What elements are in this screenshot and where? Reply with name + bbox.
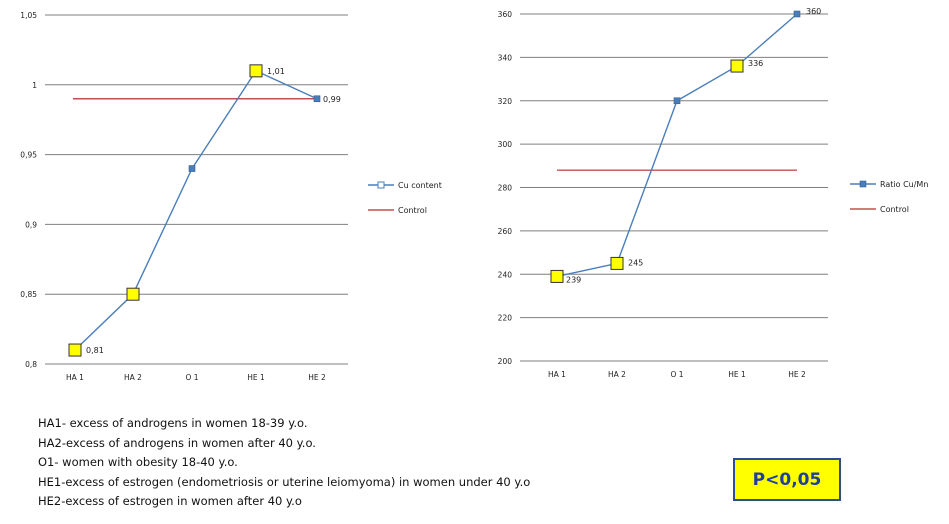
y-tick-label: 0,9: [25, 220, 37, 229]
x-tick-label: O 1: [185, 373, 198, 382]
data-point: [550, 269, 564, 283]
data-label: 360: [806, 7, 821, 16]
data-point: [126, 287, 140, 301]
footnote-he2: HE2-excess of estrogen in women after 40…: [38, 494, 302, 509]
series-line: [556, 13, 798, 278]
legend-label-series: Ratio Cu/Mn: [880, 180, 928, 189]
legend-marker: [859, 180, 867, 188]
legend-label-control: Control: [398, 206, 427, 215]
p-value-text: P<0,05: [752, 469, 822, 490]
y-tick-label: 1: [32, 81, 37, 90]
y-tick-label: 280: [498, 184, 513, 193]
legend-marker: [377, 181, 385, 189]
legend-label-control: Control: [880, 205, 909, 214]
data-label: 1,01: [267, 67, 285, 76]
data-point: [793, 10, 801, 18]
data-point: [610, 256, 624, 270]
data-label: 336: [748, 59, 763, 68]
data-point: [673, 97, 681, 105]
y-tick-label: 320: [498, 97, 513, 106]
footnote-ha1: HA1- excess of androgens in women 18-39 …: [38, 416, 308, 430]
y-tick-label: 0,95: [20, 151, 37, 160]
data-label: 0,81: [86, 346, 104, 355]
data-point: [188, 165, 196, 172]
footnote-o1: O1- women with obesity 18-40 y.o.: [38, 455, 238, 470]
data-point: [730, 59, 744, 73]
x-tick-label: HA 1: [66, 373, 84, 382]
y-tick-label: 240: [498, 270, 513, 279]
legend-label-series: Cu content: [398, 181, 442, 190]
x-tick-label: HE 1: [247, 373, 265, 382]
data-point: [313, 95, 321, 103]
y-tick-label: 300: [498, 140, 513, 149]
y-tick-label: 0,8: [25, 360, 37, 369]
y-tick-label: 1,05: [20, 11, 37, 20]
chart-cu-content: 0,8 0,85 0,9 0,95 1 1,05 HA 1 HA 2 O 1 HE 1 HE 2 0,…: [20, 11, 442, 382]
data-label: 239: [566, 275, 581, 284]
footnote-ha2: HA2-excess of androgens in women after 4…: [38, 435, 316, 450]
data-point: [249, 64, 263, 78]
series-line: [74, 69, 318, 351]
y-tick-label: 200: [498, 357, 513, 366]
x-tick-label: O 1: [670, 370, 683, 379]
data-point: [68, 343, 82, 357]
y-tick-label: 340: [498, 53, 513, 62]
x-tick-label: HA 2: [608, 370, 626, 379]
footnotes: HA1- excess of androgens in women 18-39 …: [38, 414, 530, 512]
data-label: 245: [628, 258, 643, 267]
data-label: 0,99: [323, 95, 341, 104]
x-tick-label: HE 2: [788, 370, 806, 379]
chart-ratio-cu-mn: 200 220 240 260 280 300 320 340 360 HA 1 HA 2 O 1 HE…: [498, 7, 929, 379]
x-tick-label: HE 1: [728, 370, 746, 379]
y-tick-label: 0,85: [20, 290, 37, 299]
x-tick-label: HE 2: [308, 373, 326, 382]
y-tick-label: 220: [498, 314, 513, 323]
y-tick-label: 360: [498, 10, 513, 19]
x-tick-label: HA 1: [548, 370, 566, 379]
y-tick-label: 260: [498, 227, 513, 236]
footnote-he1: HE1-excess of estrogen (endometriosis or…: [38, 474, 531, 489]
p-value-box: P<0,05: [733, 458, 841, 501]
x-tick-label: HA 2: [124, 373, 142, 382]
